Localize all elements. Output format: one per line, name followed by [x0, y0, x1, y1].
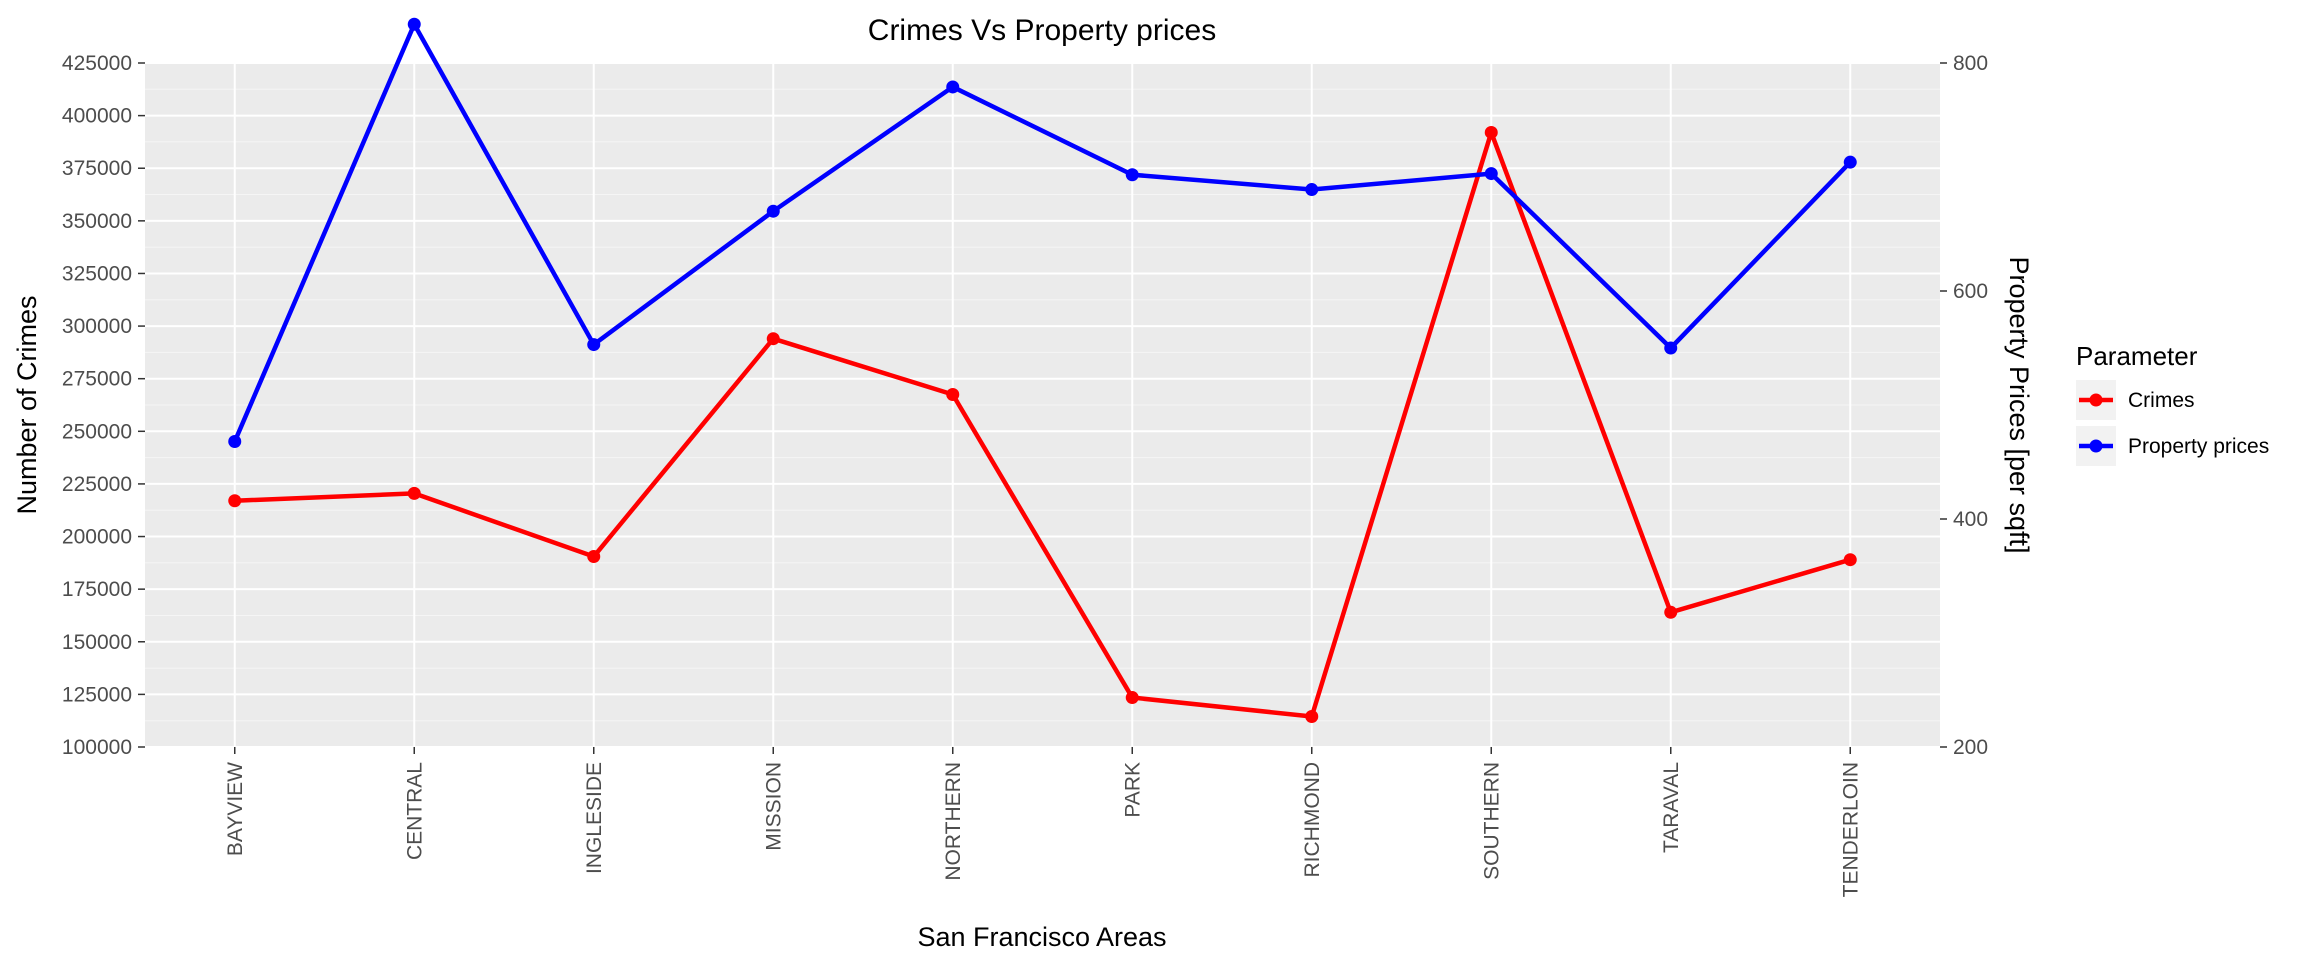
data-point: [1484, 167, 1498, 181]
data-point: [587, 338, 601, 352]
y-tick-label: 225000: [62, 473, 132, 496]
x-tick-label: SOUTHERN: [1480, 762, 1503, 880]
y-tick-label: 425000: [62, 52, 132, 75]
y-tick-label: 325000: [62, 262, 132, 285]
y-tick-label: 275000: [62, 368, 132, 391]
data-point: [766, 332, 780, 346]
data-point: [407, 486, 421, 500]
legend-label: Crimes: [2128, 389, 2195, 412]
data-point: [407, 17, 421, 31]
y-tick-label: 250000: [62, 420, 132, 443]
x-tick-label: BAYVIEW: [224, 762, 247, 856]
x-tick-label: CENTRAL: [403, 762, 426, 860]
series-line-0: [234, 130, 1851, 719]
y2-axis-title: Property Prices [per sqft]: [2004, 256, 2034, 553]
y2-tick-label: 600: [1953, 280, 1988, 303]
legend-point: [2089, 393, 2103, 407]
series-line-1: [232, 21, 1852, 443]
grid-lines: [145, 62, 1940, 748]
x-tick-label: RICHMOND: [1301, 762, 1324, 878]
x-tick-label: INGLESIDE: [583, 762, 606, 874]
y-tick-label: 125000: [62, 683, 132, 706]
data-point: [1843, 553, 1857, 567]
legend-title: Parameter: [2076, 341, 2198, 371]
y-tick-label: 400000: [62, 105, 132, 128]
y2-tick-label: 800: [1953, 52, 1988, 75]
x-tick-label: PARK: [1121, 762, 1144, 818]
y-tick-label: 300000: [62, 315, 132, 338]
data-point: [1664, 605, 1678, 619]
x-tick-label: TENDERLOIN: [1839, 762, 1862, 897]
y-tick-label: 350000: [62, 210, 132, 233]
legend: Parameter Crimes Property prices: [2076, 341, 2269, 466]
data-point: [1664, 341, 1678, 355]
series-lines: [228, 17, 1857, 723]
data-point: [766, 204, 780, 218]
data-point: [228, 434, 242, 448]
y-tick-label: 200000: [62, 526, 132, 549]
y-tick-label: 150000: [62, 631, 132, 654]
axes: 100000 125000 150000 175000 200000 225000 2500…: [62, 52, 1988, 897]
data-point: [1125, 691, 1139, 705]
y-tick-label: 175000: [62, 578, 132, 601]
y-tick-label: 375000: [62, 157, 132, 180]
legend-label: Property prices: [2128, 435, 2269, 458]
legend-point: [2089, 439, 2103, 453]
y-tick-label: 100000: [62, 736, 132, 759]
data-point: [1484, 125, 1498, 139]
y-axis-title: Number of Crimes: [12, 295, 42, 514]
x-tick-label: NORTHERN: [942, 762, 965, 881]
y2-tick-label: 200: [1953, 736, 1988, 759]
data-point: [1125, 168, 1139, 182]
data-point: [228, 494, 242, 508]
x-tick-label: TARAVAL: [1660, 762, 1683, 853]
data-point: [587, 550, 601, 564]
data-point: [946, 80, 960, 94]
data-point: [1305, 709, 1319, 723]
y2-tick-label: 400: [1953, 508, 1988, 531]
x-tick-label: MISSION: [762, 762, 785, 851]
chart-title: Crimes Vs Property prices: [868, 14, 1216, 47]
data-point: [1305, 183, 1319, 197]
data-point: [946, 387, 960, 401]
data-point: [1843, 155, 1857, 169]
x-axis-title: San Francisco Areas: [917, 922, 1166, 952]
